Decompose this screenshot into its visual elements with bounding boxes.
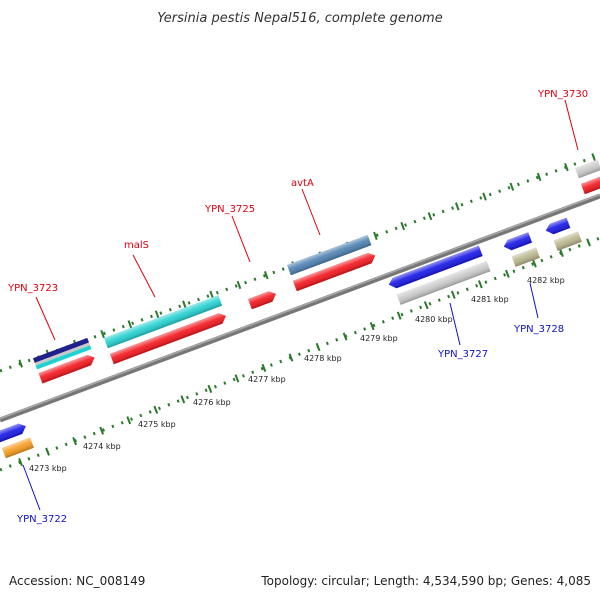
label-mals: malS bbox=[124, 240, 149, 251]
tick-mark bbox=[127, 320, 133, 329]
tick-mark bbox=[369, 322, 375, 331]
gene-ypn3725[interactable] bbox=[248, 289, 278, 310]
tick-label: 4279 kbp bbox=[360, 334, 398, 343]
genes-bottom bbox=[0, 215, 582, 459]
tick-mark bbox=[505, 269, 510, 278]
gene-ypn3730[interactable] bbox=[575, 159, 600, 195]
label-ypn3727: YPN_3727 bbox=[437, 349, 488, 360]
tick-label: 4274 kbp bbox=[83, 442, 121, 451]
tick-label: 4282 kbp bbox=[527, 276, 565, 285]
tick-mark bbox=[315, 342, 321, 352]
tick-mark bbox=[263, 271, 269, 280]
outer-dotted-track bbox=[0, 153, 600, 373]
leader-lines bbox=[22, 99, 579, 511]
genome-backbone-highlight bbox=[0, 193, 600, 420]
tick-mark bbox=[261, 363, 267, 373]
label-ypn3723: YPN_3723 bbox=[7, 283, 58, 294]
tick-mark bbox=[18, 359, 23, 368]
tick-mark bbox=[423, 301, 429, 310]
accession-text: Accession: NC_008149 bbox=[9, 574, 145, 588]
genes-top bbox=[32, 159, 600, 384]
genome-summary-text: Topology: circular; Length: 4,534,590 bp… bbox=[260, 574, 591, 588]
tick-mark bbox=[18, 457, 23, 467]
tick-label: 4278 kbp bbox=[304, 354, 342, 363]
tick-mark bbox=[288, 353, 294, 362]
tick-mark bbox=[72, 437, 77, 446]
label-ypn3722: YPN_3722 bbox=[16, 514, 67, 525]
tick-mark bbox=[586, 238, 591, 247]
tick-mark bbox=[209, 290, 214, 299]
map-title: Yersinia pestis Nepal516, complete genom… bbox=[157, 11, 442, 26]
tick-mark bbox=[482, 192, 487, 201]
label-avta: avtA bbox=[291, 178, 314, 189]
tick-mark bbox=[509, 182, 515, 191]
tick-mark bbox=[236, 280, 242, 290]
gene-ypn3727[interactable] bbox=[387, 245, 491, 306]
label-ypn3725: YPN_3725 bbox=[204, 204, 255, 215]
tick-mark bbox=[373, 231, 378, 240]
tick-mark bbox=[454, 202, 460, 211]
inner-dotted-track bbox=[0, 236, 600, 472]
tick-label: 4280 kbp bbox=[415, 315, 453, 324]
tick-mark bbox=[180, 395, 186, 404]
tick-label: 4281 kbp bbox=[471, 295, 509, 304]
tick-label: 4276 kbp bbox=[193, 398, 231, 407]
gene-ypn3723[interactable] bbox=[32, 337, 97, 384]
tick-mark bbox=[182, 300, 187, 309]
tick-mark bbox=[564, 162, 569, 172]
tick-mark bbox=[154, 310, 160, 319]
tick-mark bbox=[342, 332, 348, 341]
tick-mark bbox=[450, 290, 456, 299]
tick-mark bbox=[45, 447, 50, 456]
tick-mark bbox=[100, 329, 105, 339]
genome-backbone bbox=[0, 193, 600, 423]
gene-ypn3722[interactable] bbox=[0, 421, 34, 459]
gene-right-small[interactable] bbox=[544, 215, 582, 252]
tick-mark bbox=[427, 212, 433, 221]
tick-mark bbox=[532, 259, 537, 268]
tick-mark bbox=[207, 384, 213, 393]
label-ypn3730: YPN_3730 bbox=[537, 89, 588, 100]
tick-mark bbox=[591, 153, 596, 162]
tick-mark bbox=[396, 311, 402, 320]
tick-mark bbox=[126, 416, 132, 425]
tick-labels: 4273 kbp 4274 kbp 4275 kbp 4276 kbp 4277… bbox=[29, 276, 565, 473]
tick-mark bbox=[477, 280, 483, 289]
tick-marks bbox=[18, 153, 596, 467]
tick-mark bbox=[400, 221, 405, 231]
tick-label: 4275 kbp bbox=[138, 420, 176, 429]
label-ypn3728: YPN_3728 bbox=[513, 324, 564, 335]
tick-mark bbox=[153, 405, 159, 414]
tick-mark bbox=[99, 426, 105, 435]
tick-label: 4273 kbp bbox=[29, 464, 67, 473]
tick-mark bbox=[536, 172, 542, 182]
tick-mark bbox=[234, 374, 240, 383]
tick-mark bbox=[559, 248, 564, 257]
gene-ypn3728[interactable] bbox=[502, 231, 540, 268]
gene-mals[interactable] bbox=[104, 295, 228, 365]
tick-label: 4277 kbp bbox=[248, 375, 286, 384]
gene-avta[interactable] bbox=[287, 234, 377, 292]
